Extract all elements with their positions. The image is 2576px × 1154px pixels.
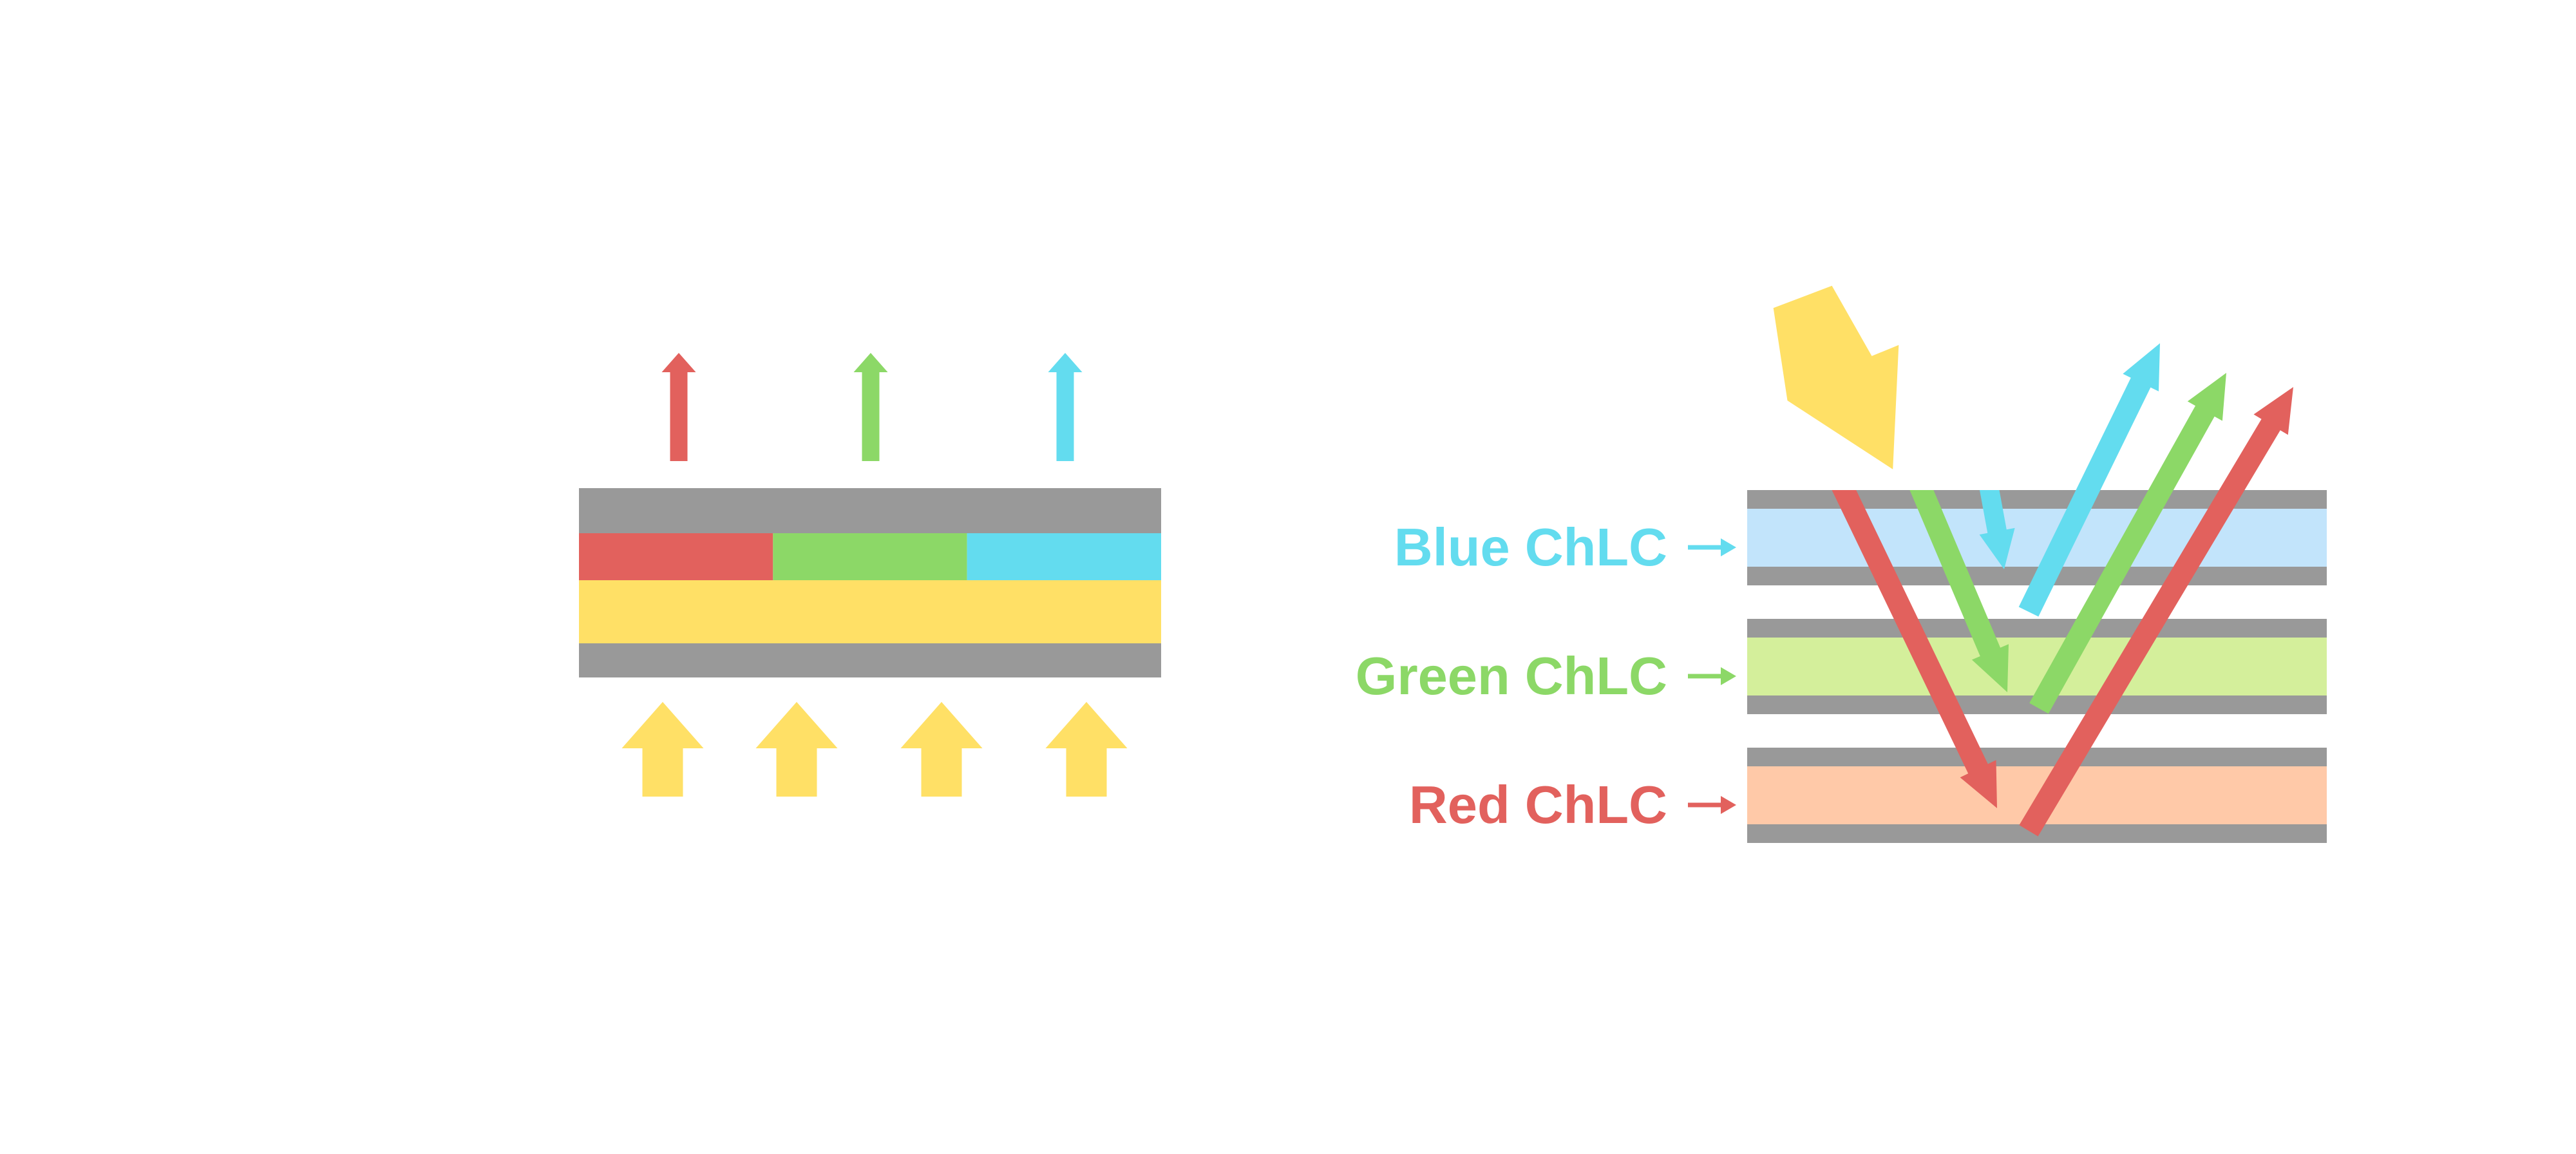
svg-text:Red ChLC: Red ChLC	[1409, 775, 1667, 835]
svg-text:Green ChLC: Green ChLC	[1356, 646, 1667, 706]
svg-text:Blue ChLC: Blue ChLC	[1394, 517, 1667, 577]
